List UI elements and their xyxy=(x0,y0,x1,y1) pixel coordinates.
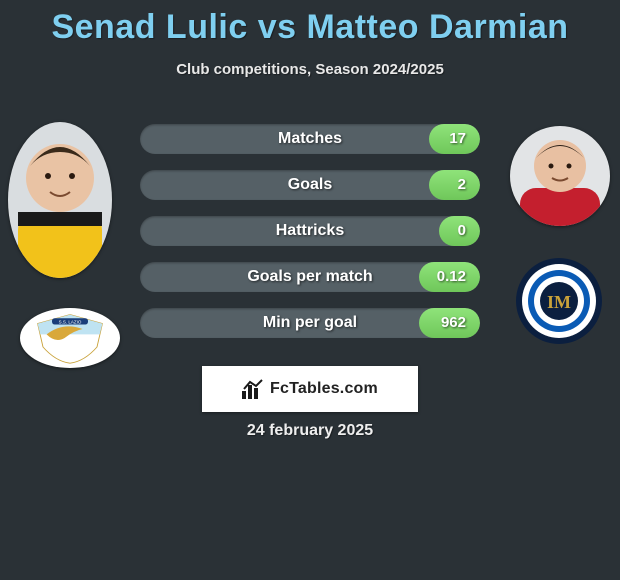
stat-row: Goals per match0.12 xyxy=(140,262,480,292)
club2-crest: IM xyxy=(516,258,602,344)
page-subtitle: Club competitions, Season 2024/2025 xyxy=(0,61,620,78)
club1-crest: S.S. LAZIO xyxy=(20,308,120,368)
stat-row: Matches17 xyxy=(140,124,480,154)
stat-value: 0 xyxy=(458,216,466,246)
stats-panel: Matches17 Goals2 Hattricks0 Goals per match… xyxy=(140,124,480,354)
stat-value: 0.12 xyxy=(437,262,466,292)
page-title: Senad Lulic vs Matteo Darmian xyxy=(0,0,620,47)
stat-row: Hattricks0 xyxy=(140,216,480,246)
player1-avatar xyxy=(8,122,112,278)
stat-label: Matches xyxy=(140,124,480,154)
stat-label: Goals per match xyxy=(140,262,480,292)
stat-label: Min per goal xyxy=(140,308,480,338)
stat-row: Min per goal962 xyxy=(140,308,480,338)
stat-value: 962 xyxy=(441,308,466,338)
stat-label: Goals xyxy=(140,170,480,200)
stat-label: Hattricks xyxy=(140,216,480,246)
source-logo: FcTables.com xyxy=(202,366,418,412)
svg-text:IM: IM xyxy=(547,292,571,312)
logo-icon xyxy=(242,379,264,399)
svg-text:S.S. LAZIO: S.S. LAZIO xyxy=(59,320,82,325)
stat-value: 2 xyxy=(458,170,466,200)
date-label: 24 february 2025 xyxy=(0,422,620,440)
source-logo-text: FcTables.com xyxy=(270,380,378,398)
stat-row: Goals2 xyxy=(140,170,480,200)
player2-avatar xyxy=(510,126,610,226)
stat-value: 17 xyxy=(449,124,466,154)
